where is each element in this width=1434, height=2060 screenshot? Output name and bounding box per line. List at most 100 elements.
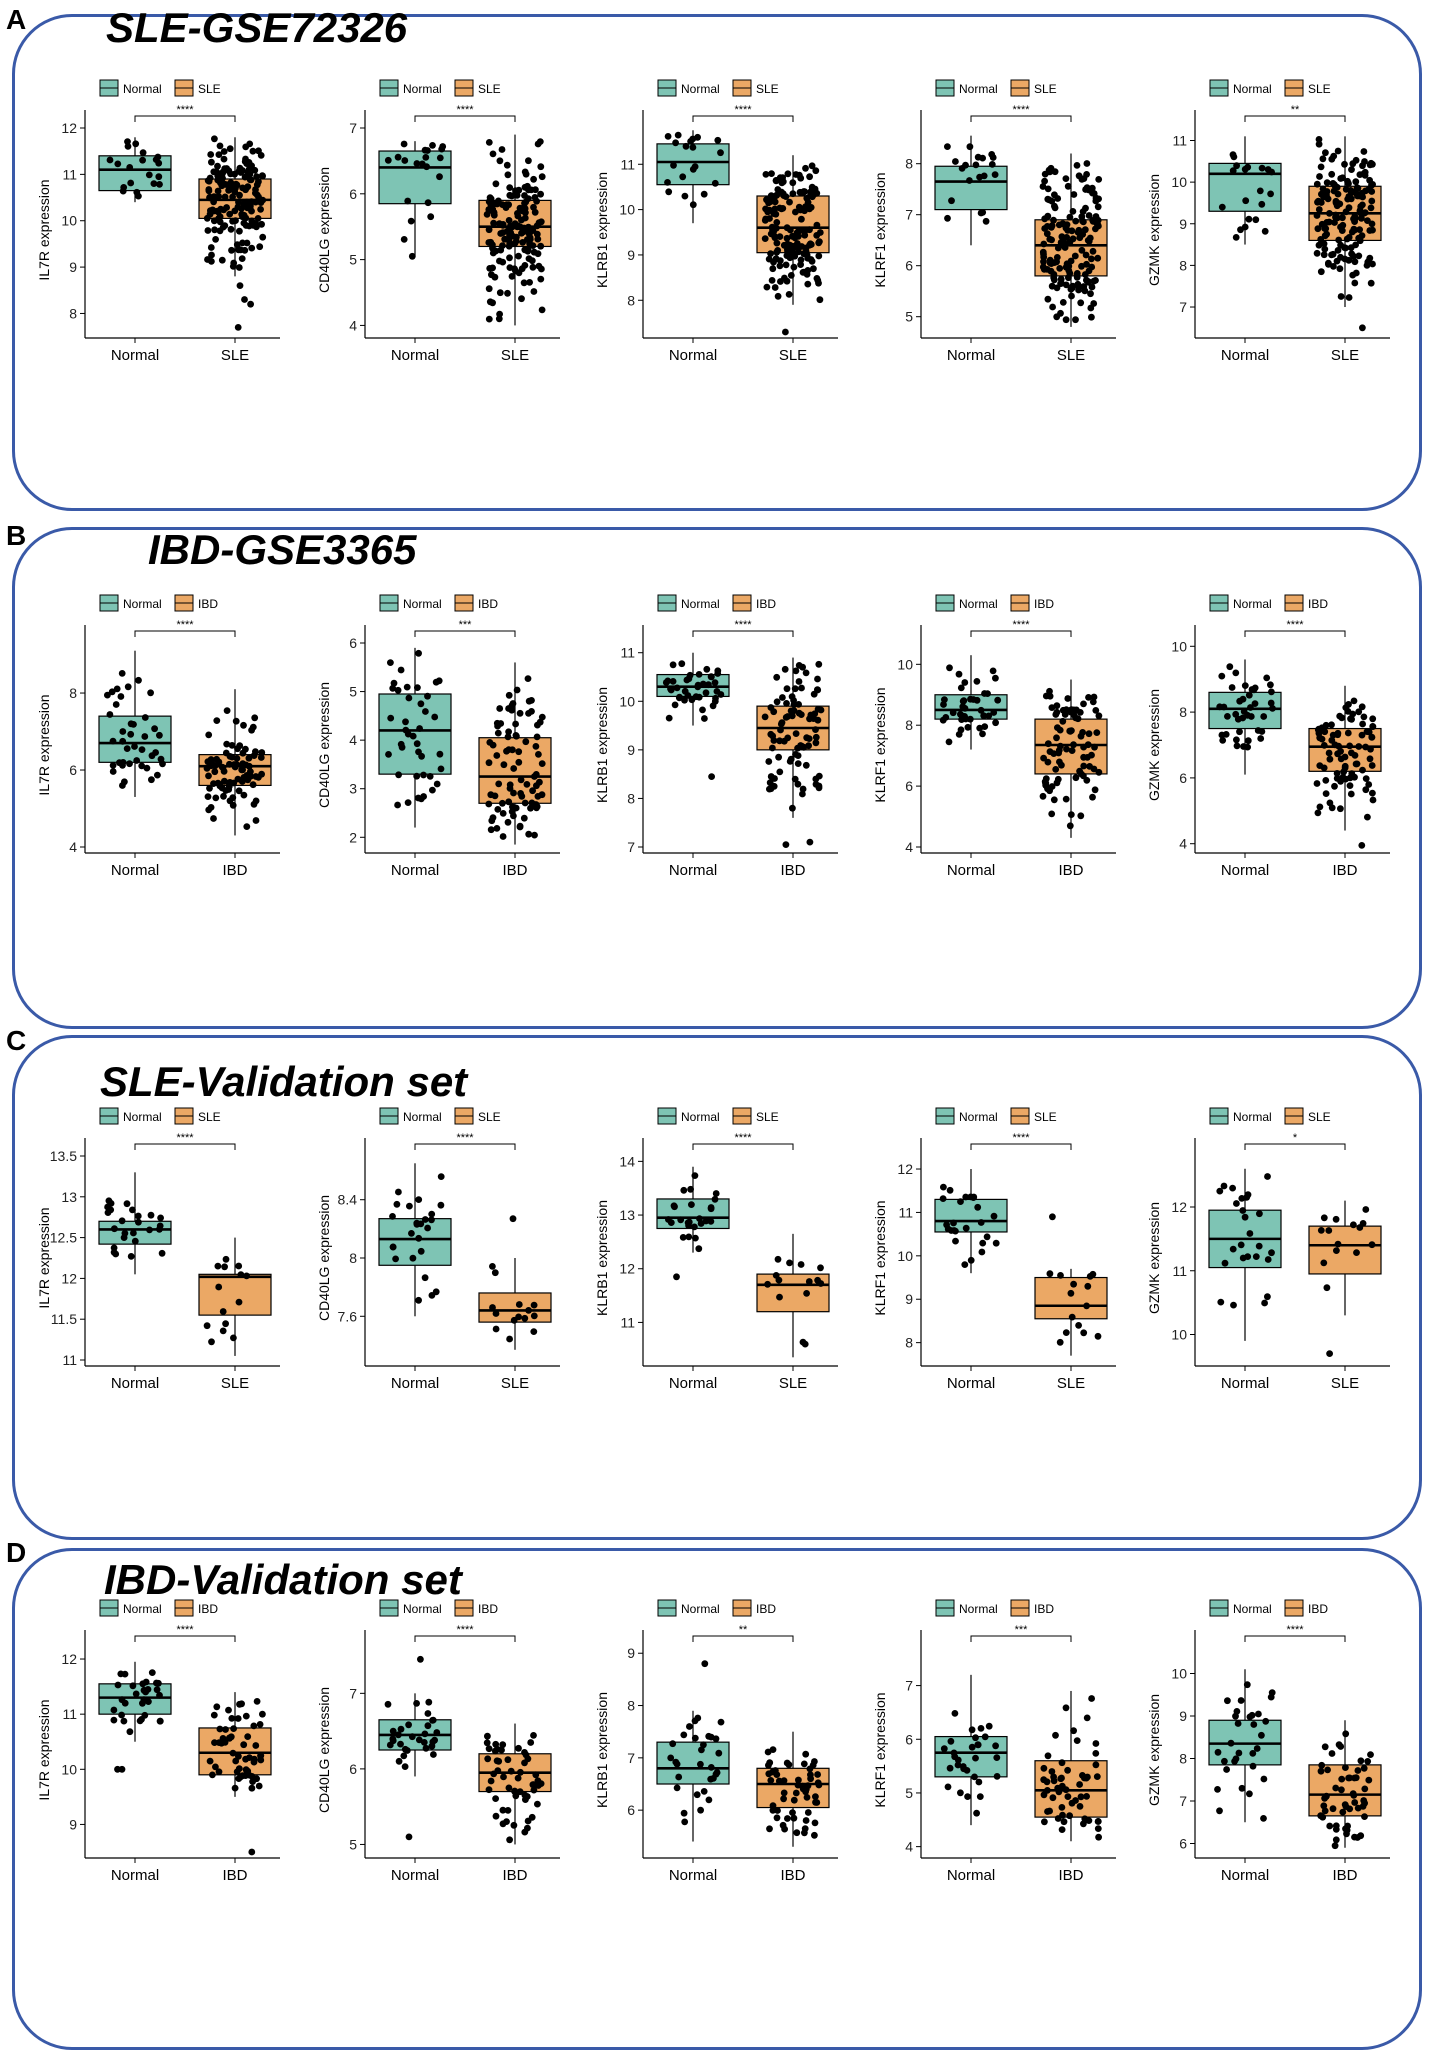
data-point xyxy=(407,217,415,225)
box-disease xyxy=(198,1273,272,1316)
data-point xyxy=(1356,226,1363,234)
data-point xyxy=(803,1290,810,1297)
data-point xyxy=(808,162,816,170)
data-point xyxy=(672,1758,680,1766)
legend: Normal SLE xyxy=(657,1107,779,1125)
legend: Normal SLE xyxy=(935,1107,1057,1125)
data-point xyxy=(955,670,963,678)
data-point xyxy=(1058,1804,1066,1811)
data-point xyxy=(1320,1259,1328,1267)
data-point xyxy=(1222,731,1230,738)
data-point xyxy=(504,171,512,179)
data-point xyxy=(112,701,120,708)
data-point xyxy=(1083,1714,1091,1722)
data-point xyxy=(797,742,804,749)
x-tick-label: Normal xyxy=(111,862,159,879)
data-point xyxy=(1048,1768,1056,1775)
data-point xyxy=(413,1700,420,1707)
panel-a xyxy=(12,14,1422,511)
data-point xyxy=(767,704,775,711)
data-point xyxy=(158,1249,166,1257)
data-point xyxy=(118,670,126,677)
data-point xyxy=(1320,193,1327,201)
data-point xyxy=(1056,265,1064,272)
data-point xyxy=(239,1772,247,1780)
data-point xyxy=(1232,669,1240,677)
legend-label-disease: IBD xyxy=(478,597,498,611)
data-point xyxy=(525,1307,532,1314)
data-point xyxy=(1328,170,1336,178)
data-point xyxy=(245,1771,253,1779)
data-point xyxy=(686,1723,693,1730)
data-point xyxy=(240,1741,248,1749)
data-point xyxy=(1233,1200,1240,1207)
data-point xyxy=(1348,166,1355,173)
data-point xyxy=(1355,252,1363,260)
data-point xyxy=(1232,234,1240,241)
data-point xyxy=(1218,203,1226,211)
y-tick-label: 9 xyxy=(627,1645,635,1661)
panel-title-d: IBD-Validation set xyxy=(104,1556,462,1603)
data-point xyxy=(1084,1282,1092,1290)
data-point xyxy=(1041,225,1049,232)
data-point xyxy=(432,678,440,686)
data-point xyxy=(1056,758,1063,766)
data-point xyxy=(1334,1240,1342,1248)
data-point xyxy=(110,1706,118,1714)
panel-letter-b: B xyxy=(6,520,27,551)
data-point xyxy=(774,247,782,254)
data-point xyxy=(1080,772,1087,780)
data-point xyxy=(783,685,791,693)
legend-label-normal: Normal xyxy=(1233,1110,1272,1124)
data-point xyxy=(1046,235,1054,243)
data-point xyxy=(485,139,493,146)
data-point xyxy=(415,1196,423,1203)
data-point xyxy=(1346,1805,1354,1813)
data-point xyxy=(1220,1182,1228,1190)
data-point xyxy=(422,708,429,715)
data-point xyxy=(797,711,805,718)
data-point xyxy=(691,1172,699,1179)
data-point xyxy=(791,685,799,693)
data-point xyxy=(1087,304,1095,312)
data-point xyxy=(1268,1249,1275,1257)
data-point xyxy=(404,799,412,806)
data-point xyxy=(1325,260,1332,268)
data-point xyxy=(1246,1790,1253,1798)
y-tick-label: 5 xyxy=(349,1836,357,1852)
data-point xyxy=(212,1763,219,1771)
data-point xyxy=(1226,663,1234,671)
data-point xyxy=(1049,1794,1057,1802)
x-tick-label: IBD xyxy=(222,1867,247,1884)
data-point xyxy=(485,759,493,767)
data-point xyxy=(773,239,781,247)
data-point xyxy=(243,1272,251,1280)
data-point xyxy=(1234,1720,1242,1727)
data-point xyxy=(1316,173,1323,180)
data-point xyxy=(1318,1761,1326,1769)
data-point xyxy=(228,246,235,254)
data-point xyxy=(989,667,997,675)
data-point xyxy=(1051,191,1058,199)
data-point xyxy=(230,259,238,267)
data-point xyxy=(417,1655,424,1663)
data-point xyxy=(946,1186,954,1194)
y-tick-label: 11 xyxy=(620,156,635,172)
legend-label-normal: Normal xyxy=(1233,1602,1272,1616)
data-point xyxy=(775,1276,783,1284)
panel-d xyxy=(12,1548,1422,2050)
data-point xyxy=(678,660,686,668)
data-point xyxy=(497,720,505,727)
data-point xyxy=(1080,283,1088,290)
data-point xyxy=(436,154,444,162)
data-point xyxy=(814,1779,822,1787)
data-point xyxy=(1321,1743,1329,1751)
data-point xyxy=(130,1229,137,1237)
data-point xyxy=(806,1765,814,1773)
data-point xyxy=(1064,227,1072,234)
legend-label-disease: IBD xyxy=(1308,597,1328,611)
data-point xyxy=(714,667,722,675)
data-point xyxy=(232,217,239,225)
data-point xyxy=(1070,1280,1077,1288)
